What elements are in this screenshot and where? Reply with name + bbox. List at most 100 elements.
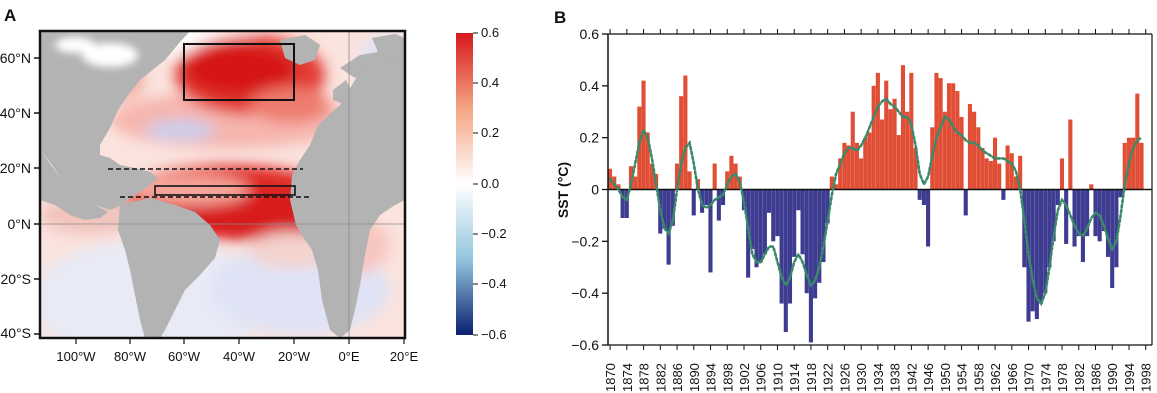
y-tick-label: −0.4: [571, 285, 599, 301]
bar: [754, 189, 759, 268]
bar: [988, 160, 993, 190]
bar: [1013, 176, 1019, 190]
bar-series: [608, 65, 1144, 343]
bar: [1039, 189, 1044, 304]
bar: [628, 166, 634, 190]
panel-b-letter: B: [554, 8, 567, 27]
x-tick-label: 1946: [921, 363, 936, 392]
bar: [942, 111, 947, 190]
x-tick-label: 1870: [603, 363, 618, 392]
x-tick-label: 1990: [1105, 363, 1120, 392]
bar: [838, 158, 843, 190]
bar: [846, 145, 851, 190]
x-tick-label: 1938: [888, 363, 903, 392]
bar: [624, 189, 629, 219]
colorbar-ticks: 0.6 0.4 0.2 0.0 −0.2 −0.4 −0.6: [473, 25, 507, 342]
colorbar-tick-label: 0.2: [481, 125, 499, 140]
bar: [792, 189, 797, 257]
bar: [813, 189, 818, 299]
bar: [1030, 189, 1035, 312]
bar: [1131, 137, 1136, 190]
bar: [616, 184, 621, 190]
bar: [1114, 189, 1119, 268]
colorbar-svg: 0.6 0.4 0.2 0.0 −0.2 −0.4 −0.6: [456, 25, 507, 342]
tropical-atlantic-box: [154, 185, 296, 196]
bar: [821, 189, 826, 263]
bar: [972, 111, 977, 190]
x-tick-label: 1898: [720, 363, 735, 392]
bar: [926, 189, 931, 247]
colorbar-tick-label: −0.2: [481, 226, 507, 241]
bar: [679, 96, 684, 190]
bar: [976, 127, 981, 190]
bar: [729, 155, 734, 190]
x-tick-label: 1878: [637, 363, 652, 392]
bar: [758, 189, 763, 263]
y-tick-label: 0: [591, 182, 599, 198]
bar: [1051, 189, 1056, 242]
x-tick-label: 1994: [1122, 363, 1137, 392]
bar: [829, 176, 834, 190]
lat-tick-label: 20°S: [0, 271, 31, 287]
bar: [725, 171, 730, 190]
bar: [1089, 184, 1094, 190]
y-tick-label: 0.4: [580, 78, 600, 94]
x-tick-label: 1886: [670, 363, 685, 392]
bar: [875, 72, 880, 190]
bar: [687, 171, 692, 190]
land-masses: [40, 31, 405, 338]
x-tick-label: 1914: [787, 363, 802, 392]
map-lat-axis: 60°N 40°N 20°N 0°N 20°S 40°S: [0, 50, 40, 341]
y-axis-label: SST (°C): [555, 162, 571, 218]
bar: [946, 83, 952, 190]
lon-tick-label: 20°E: [390, 349, 419, 364]
bar: [808, 189, 813, 343]
bar: [620, 189, 625, 219]
x-tick-label: 1902: [737, 363, 752, 392]
x-tick-label: 1966: [1005, 363, 1020, 392]
bar: [804, 189, 809, 294]
bar: [825, 189, 830, 224]
x-tick-label: 1910: [770, 363, 785, 392]
bar: [921, 189, 926, 206]
lon-tick-label: 100°W: [56, 349, 96, 364]
bar: [909, 72, 914, 190]
bar: [762, 189, 767, 255]
colorbar-tick-label: 0.4: [481, 75, 499, 90]
bar: [951, 83, 956, 190]
colorbar-tick-label: −0.4: [481, 276, 507, 291]
colorbar-tick-label: 0.6: [481, 25, 499, 40]
y-tick-label: −0.2: [571, 233, 599, 249]
bar: [796, 189, 801, 211]
bar: [1085, 189, 1090, 237]
y-tick-label: −0.6: [571, 337, 599, 353]
bar: [938, 78, 943, 190]
bar: [1005, 145, 1010, 190]
x-tick-label: 1906: [754, 363, 769, 392]
sst-bar-chart: SST (°C) 0.6 0.4 0.2 0 −0.2 −0.4 −0.6 1870 1874…: [555, 26, 1154, 392]
bar: [645, 132, 650, 190]
bar: [955, 91, 960, 190]
map-frame: [38, 29, 407, 340]
y-tick-label: 0.2: [580, 130, 600, 146]
bar: [900, 65, 906, 190]
bar: [959, 116, 964, 190]
panel-a-letter: A: [4, 6, 17, 25]
bar: [779, 189, 784, 304]
bar: [633, 176, 638, 190]
bar: [666, 189, 671, 265]
x-tick-label: 1986: [1089, 363, 1104, 392]
bar: [892, 98, 897, 190]
x-tick-label: 1942: [904, 363, 919, 392]
lat-tick-label: 0°N: [8, 216, 32, 232]
bar: [992, 137, 998, 190]
map-lon-axis: 100°W 80°W 60°W 40°W 20°W 0°E 20°E: [56, 338, 418, 364]
bar: [917, 189, 922, 200]
bar: [691, 189, 696, 216]
bar: [649, 163, 654, 190]
bar: [1139, 142, 1144, 190]
x-tick-label: 1978: [1055, 363, 1070, 392]
bar: [863, 137, 868, 190]
bar: [867, 132, 872, 190]
x-tick-label: 1922: [821, 363, 836, 392]
